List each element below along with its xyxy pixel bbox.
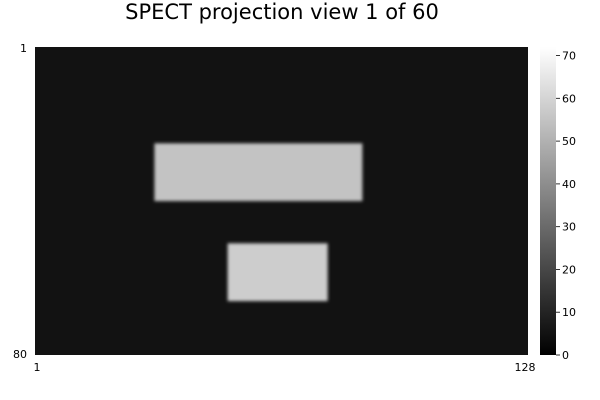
y-tick-bottom: 80: [13, 348, 27, 361]
x-tick-right: 128: [515, 361, 536, 374]
colorbar-tick-label: 40: [562, 178, 576, 191]
heatmap-region-lower-rectangle: [227, 243, 328, 302]
heatmap-region-upper-rectangle: [154, 143, 363, 202]
heatmap-area: [35, 47, 528, 355]
colorbar: 0 10 20 30 40 50 60 70: [540, 47, 576, 362]
colorbar-tick-label: 0: [562, 349, 569, 362]
heatmap-regions: [154, 143, 363, 302]
colorbar-tick-label: 70: [562, 50, 576, 63]
colorbar-tick-label: 10: [562, 306, 576, 319]
colorbar-tick-label: 60: [562, 92, 576, 105]
chart-title: SPECT projection view 1 of 60: [125, 0, 439, 24]
y-tick-top: 1: [20, 42, 27, 55]
colorbar-tick-label: 50: [562, 135, 576, 148]
axis-ticks: 1 80 1 128: [13, 42, 536, 374]
colorbar-ticks: 0 10 20 30 40 50 60 70: [556, 50, 576, 362]
colorbar-gradient: [540, 47, 556, 355]
colorbar-tick-label: 20: [562, 263, 576, 276]
colorbar-tick-label: 30: [562, 221, 576, 234]
x-tick-left: 1: [34, 361, 41, 374]
